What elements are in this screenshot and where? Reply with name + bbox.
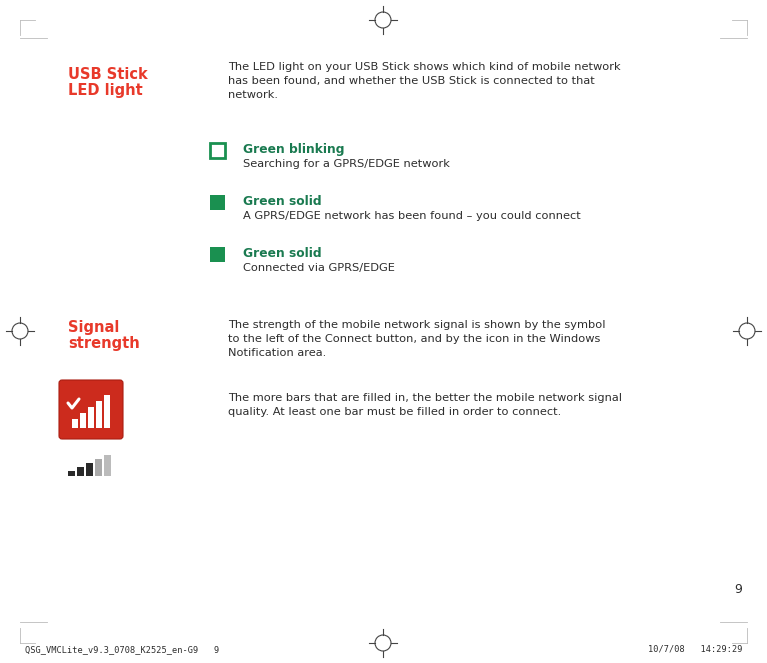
Text: 9: 9 — [734, 583, 742, 596]
Text: Notification area.: Notification area. — [228, 348, 326, 358]
Text: USB Stick: USB Stick — [68, 67, 148, 82]
Text: 10/7/08   14:29:29: 10/7/08 14:29:29 — [647, 645, 742, 654]
Text: The LED light on your USB Stick shows which kind of mobile network: The LED light on your USB Stick shows wh… — [228, 62, 621, 72]
Text: network.: network. — [228, 90, 278, 100]
Text: A GPRS/EDGE network has been found – you could connect: A GPRS/EDGE network has been found – you… — [243, 211, 581, 221]
Bar — [96, 401, 102, 428]
Bar — [86, 463, 93, 476]
Bar — [80, 413, 86, 428]
Bar — [68, 471, 75, 476]
Text: Green blinking: Green blinking — [243, 143, 344, 156]
Bar — [95, 459, 102, 476]
Text: Searching for a GPRS/EDGE network: Searching for a GPRS/EDGE network — [243, 159, 450, 169]
Text: Connected via GPRS/EDGE: Connected via GPRS/EDGE — [243, 263, 395, 273]
Text: strength: strength — [68, 336, 140, 351]
Bar — [88, 407, 94, 428]
Text: to the left of the Connect button, and by the icon in the Windows: to the left of the Connect button, and b… — [228, 334, 601, 344]
FancyBboxPatch shape — [59, 380, 123, 439]
Text: LED light: LED light — [68, 83, 143, 98]
Bar — [209, 143, 225, 158]
Bar — [209, 195, 225, 210]
Bar — [209, 247, 225, 262]
Text: Green solid: Green solid — [243, 247, 321, 260]
Text: QSG_VMCLite_v9.3_0708_K2525_en-G9   9: QSG_VMCLite_v9.3_0708_K2525_en-G9 9 — [25, 645, 219, 654]
Text: quality. At least one bar must be filled in order to connect.: quality. At least one bar must be filled… — [228, 407, 561, 417]
Text: Signal: Signal — [68, 320, 120, 335]
Text: has been found, and whether the USB Stick is connected to that: has been found, and whether the USB Stic… — [228, 76, 594, 86]
Bar — [72, 419, 78, 428]
Text: The more bars that are filled in, the better the mobile network signal: The more bars that are filled in, the be… — [228, 393, 622, 403]
Bar — [104, 395, 110, 428]
Text: Green solid: Green solid — [243, 195, 321, 208]
Bar — [77, 467, 84, 476]
Text: The strength of the mobile network signal is shown by the symbol: The strength of the mobile network signa… — [228, 320, 605, 330]
Bar — [104, 455, 111, 476]
